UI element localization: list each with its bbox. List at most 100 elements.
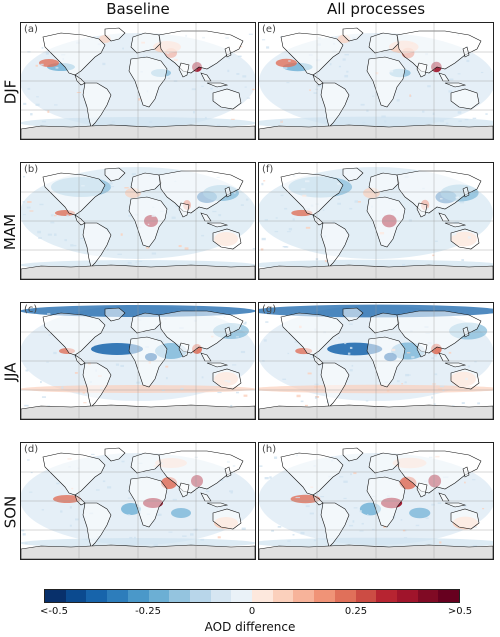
continent-outline [280, 32, 344, 76]
aod-speckle [244, 86, 247, 88]
aod-speckle [305, 505, 310, 508]
continent-outline [342, 167, 364, 182]
continent-outline [280, 312, 344, 356]
aod-speckle [284, 207, 288, 210]
colorbar-segment [45, 590, 66, 602]
aod-speckle [477, 402, 481, 405]
aod-speckle [264, 219, 268, 221]
aod-speckle [277, 525, 282, 528]
aod-anomaly-region [171, 508, 191, 518]
aod-speckle [39, 203, 44, 206]
colorbar-segment [169, 590, 190, 602]
continent-outline [178, 342, 190, 358]
continent-outline [42, 172, 106, 216]
aod-speckle [27, 87, 31, 90]
continent-outline [212, 88, 242, 110]
aod-speckle [449, 78, 454, 81]
panel-label: (f) [262, 164, 274, 175]
aod-speckle [404, 381, 407, 384]
continent-outline [82, 362, 112, 408]
continent-outline [342, 447, 364, 462]
colorbar-segment [231, 590, 253, 602]
colorbar-tick-zero: 0 [248, 606, 256, 617]
continent-outline [42, 452, 106, 496]
colorbar-segment [334, 590, 356, 602]
aod-speckle [402, 263, 406, 267]
aod-speckle [320, 496, 325, 498]
aod-speckle [73, 355, 76, 358]
continent-outline [82, 82, 112, 128]
aod-speckle [47, 313, 51, 315]
aod-speckle [135, 261, 138, 263]
colorbar [44, 589, 460, 603]
aod-speckle [287, 352, 290, 355]
aod-speckle [175, 204, 180, 208]
aod-speckle [274, 230, 279, 233]
aod-speckle [145, 247, 150, 249]
continent-outline [320, 222, 350, 268]
aod-speckle [295, 497, 300, 499]
aod-speckle [309, 512, 314, 515]
continent-outline [206, 82, 229, 88]
column-title-baseline: Baseline [106, 0, 170, 18]
aod-speckle [24, 404, 29, 407]
aod-speckle [21, 529, 25, 532]
map-panel-jja-all-processes: (g) [258, 302, 494, 420]
aod-speckle [47, 405, 51, 407]
aod-speckle [455, 221, 459, 224]
aod-speckle [128, 514, 131, 516]
aod-speckle [107, 486, 112, 489]
aod-difference-map [259, 443, 493, 559]
aod-speckle [264, 477, 269, 480]
aod-speckle [171, 216, 176, 219]
aod-speckle [467, 365, 471, 368]
aod-speckle [261, 39, 266, 41]
aod-speckle [314, 396, 317, 399]
aod-speckle [381, 115, 386, 118]
aod-speckle [431, 357, 435, 359]
colorbar-segment [355, 590, 377, 602]
map-panel-mam-all-processes: (f) [258, 162, 494, 280]
aod-speckle [182, 535, 187, 537]
colorbar-segment [417, 590, 439, 602]
aod-speckle [359, 510, 362, 513]
aod-speckle [25, 542, 28, 545]
aod-speckle [354, 200, 359, 203]
continent-outline [104, 27, 126, 42]
continent-outline [42, 32, 106, 76]
aod-speckle [317, 386, 321, 388]
aod-speckle [337, 202, 341, 205]
aod-speckle [107, 248, 109, 251]
continent-outline [178, 482, 190, 498]
continent-outline [416, 202, 428, 218]
aod-speckle [261, 182, 264, 186]
continent-outline [74, 214, 86, 226]
aod-speckle [127, 261, 132, 264]
aod-speckle [433, 403, 436, 405]
aod-speckle [40, 381, 42, 384]
continent-outline [444, 362, 467, 368]
aod-speckle [349, 524, 354, 527]
colorbar-tick-neg-quarter: -0.25 [135, 606, 161, 617]
aod-speckle [439, 541, 442, 544]
aod-speckle [458, 120, 462, 122]
aod-speckle [53, 351, 57, 355]
aod-speckle [261, 237, 266, 241]
aod-speckle [27, 459, 30, 461]
aod-speckle [343, 480, 348, 483]
aod-speckle [314, 383, 319, 385]
aod-speckle [263, 180, 266, 182]
aod-speckle [342, 58, 346, 61]
aod-speckle [64, 239, 68, 242]
aod-speckle [482, 507, 485, 510]
aod-speckle [201, 376, 204, 379]
aod-speckle [260, 248, 264, 251]
aod-speckle [74, 372, 78, 374]
panel-label: (b) [24, 164, 39, 175]
aod-speckle [240, 204, 244, 206]
aod-speckle [69, 506, 72, 509]
colorbar-segment [210, 590, 232, 602]
aod-speckle [131, 173, 136, 176]
aod-speckle [464, 118, 469, 121]
aod-difference-map [21, 23, 255, 139]
